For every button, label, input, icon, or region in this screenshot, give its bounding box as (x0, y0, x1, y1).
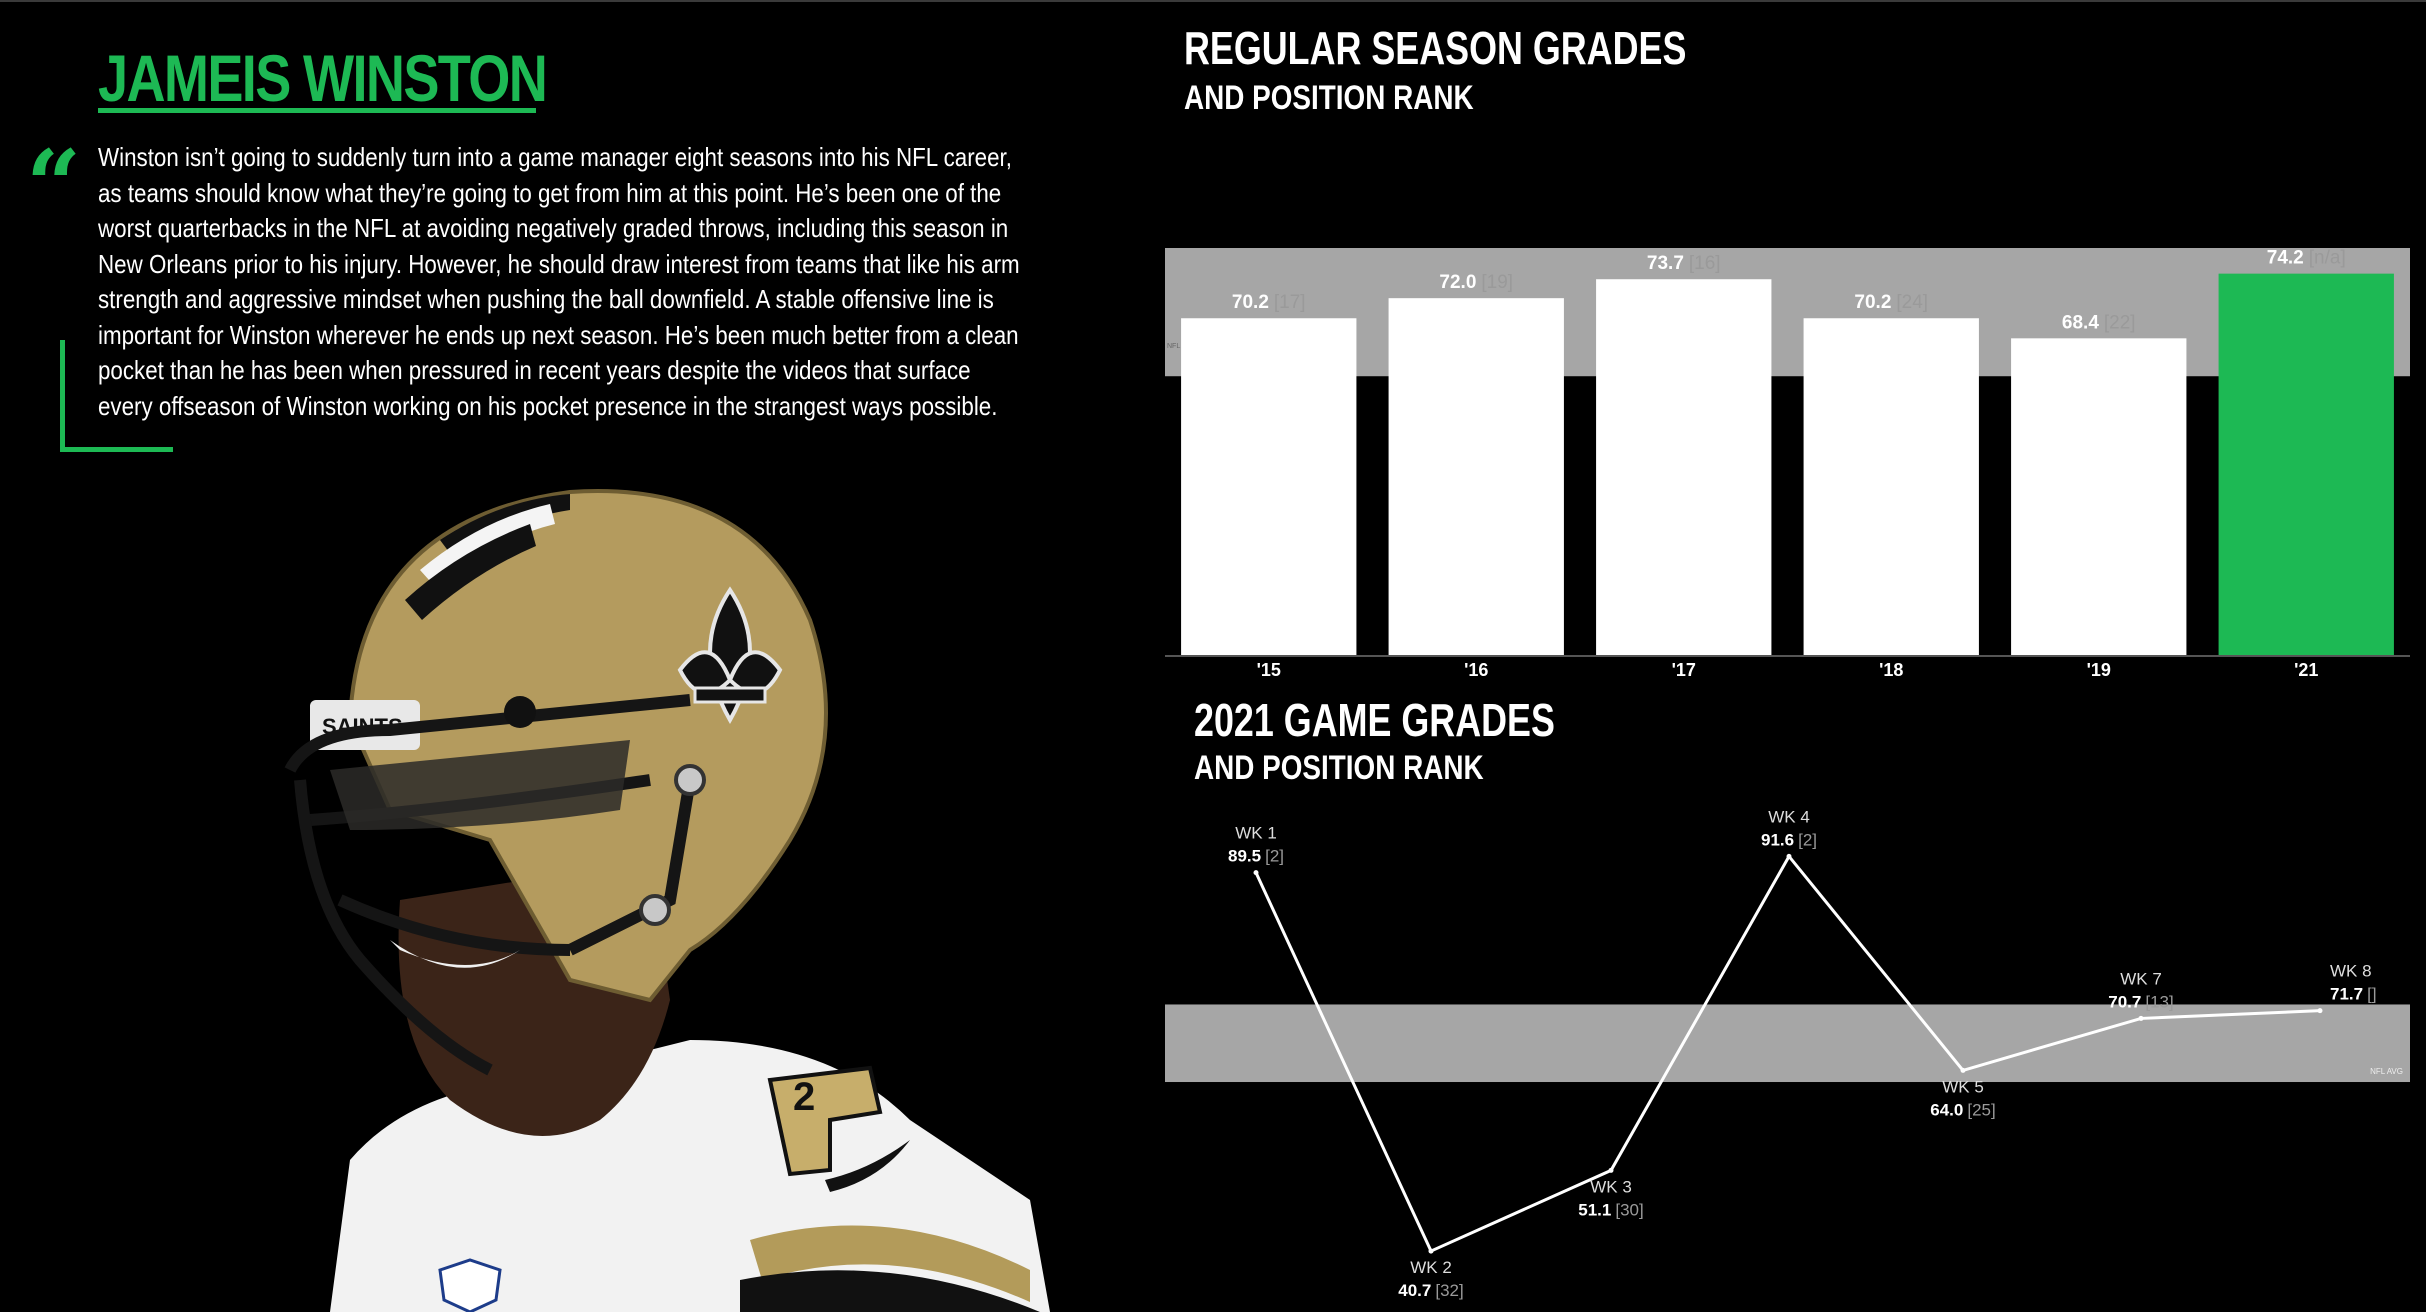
week-label: WK 4 (1768, 807, 1810, 826)
bar-rank: [16] (1689, 253, 1721, 274)
bar-chart-subtitle: AND POSITION RANK (1184, 79, 1474, 117)
point-value: 64.0 (1930, 1100, 1963, 1119)
bar-value: 70.2 (1854, 292, 1891, 313)
quote-bracket-vertical (60, 340, 65, 450)
bar-value: 68.4 (2062, 312, 2099, 333)
x-tick-label: '21 (2294, 660, 2318, 680)
bar-value: 70.2 (1232, 292, 1269, 313)
name-underline (98, 108, 536, 113)
player-name: JAMEIS WINSTON (98, 41, 548, 115)
helmet-screw-lower (639, 894, 671, 926)
point-value-label: 89.5 [2] (1228, 847, 1284, 866)
point-value: 51.1 (1578, 1200, 1611, 1219)
shoulder-number (767, 1065, 883, 1177)
bar-chart-title: REGULAR SEASON GRADES (1184, 22, 1687, 74)
point-value: 71.7 (2330, 985, 2363, 1004)
x-tick-label: '18 (1879, 660, 1903, 680)
nfl-avg-band-label: NFL AVG (2370, 1067, 2403, 1076)
top-border (0, 0, 2426, 2)
point-value: 40.7 (1398, 1281, 1431, 1300)
point-rank: [] (2367, 985, 2376, 1004)
data-point (1428, 1248, 1434, 1254)
data-point (1960, 1067, 1966, 1073)
helmet-stripe-black (405, 524, 536, 620)
bar (1596, 279, 1772, 655)
point-rank: [13] (2145, 992, 2173, 1011)
point-value: 70.7 (2108, 992, 2141, 1011)
data-point (2317, 1008, 2323, 1014)
point-rank: [30] (1615, 1200, 1643, 1219)
quote-mark-icon: “ (26, 129, 82, 242)
bar-value: 73.7 (1647, 253, 1684, 274)
nfl-avg-band (1165, 248, 2410, 377)
point-rank: [2] (1265, 847, 1284, 866)
jersey-number: 2 (793, 1075, 815, 1119)
point-value-label: 64.0 [25] (1930, 1100, 1995, 1119)
week-label: WK 2 (1410, 1258, 1452, 1277)
week-label: WK 7 (2120, 969, 2162, 988)
quote-text: Winston isn’t going to suddenly turn int… (98, 142, 1020, 421)
week-label: WK 8 (2330, 962, 2372, 981)
bar (1803, 318, 1979, 655)
point-value: 91.6 (1761, 830, 1794, 849)
data-point (1786, 853, 1792, 859)
bar (2218, 273, 2394, 655)
bar-value: 74.2 (2267, 248, 2304, 269)
bar-value-label: 73.7 [16] (1647, 253, 1721, 274)
bar-value-label: 70.2 [17] (1232, 292, 1306, 313)
bar-value-label: 74.2 [n/a] (2267, 248, 2346, 269)
helmet-screw (674, 764, 706, 796)
regular-season-bar-chart: NFL AVG70.2[17]'1572.0[19]'1673.7[16]'17… (1165, 248, 2410, 680)
bar-value-label: 68.4 [22] (2062, 312, 2136, 333)
bar-rank: [n/a] (2309, 248, 2346, 269)
bar (1181, 318, 1357, 655)
point-value-label: 70.7 [13] (2108, 992, 2173, 1011)
line-chart-subtitle: AND POSITION RANK (1194, 749, 1484, 787)
week-label: WK 3 (1590, 1177, 1632, 1196)
point-value-label: 51.1 [30] (1578, 1200, 1643, 1219)
jersey-stripe-dark (740, 1270, 1040, 1312)
bar-rank: [22] (2104, 312, 2136, 333)
data-point (1253, 870, 1259, 876)
jersey-stripe (750, 1225, 1030, 1302)
swoosh-icon (825, 1140, 910, 1192)
x-tick-label: '17 (1672, 660, 1696, 680)
helmet-snap (504, 696, 536, 728)
point-value: 89.5 (1228, 847, 1261, 866)
nfl-avg-band (1165, 1004, 2410, 1083)
bar-value: 72.0 (1439, 272, 1476, 293)
point-value-label: 40.7 [32] (1398, 1281, 1463, 1300)
line-chart-title: 2021 GAME GRADES (1194, 694, 1555, 746)
point-rank: [2] (1798, 830, 1817, 849)
player-photo: 2 SAINTS (284, 489, 1050, 1312)
point-rank: [25] (1967, 1100, 1995, 1119)
bar-value-label: 72.0 [19] (1439, 272, 1513, 293)
fleur-de-lis-icon (677, 586, 783, 725)
data-point (1608, 1167, 1614, 1173)
bar-value-label: 70.2 [24] (1854, 292, 1928, 313)
nfl-shield-icon (438, 1258, 502, 1312)
week-label: WK 1 (1235, 824, 1277, 843)
bar-rank: [24] (1896, 292, 1928, 313)
quote-bracket-horizontal (60, 447, 173, 452)
bar-rank: [17] (1274, 292, 1306, 313)
point-rank: [32] (1435, 1281, 1463, 1300)
bar-rank: [19] (1481, 272, 1513, 293)
x-tick-label: '15 (1257, 660, 1281, 680)
visor (330, 740, 630, 830)
point-value-label: 91.6 [2] (1761, 830, 1817, 849)
data-point (2138, 1015, 2144, 1021)
x-tick-label: '16 (1464, 660, 1488, 680)
week-label: WK 5 (1942, 1077, 1984, 1096)
x-tick-label: '19 (2087, 660, 2111, 680)
point-value-label: 71.7[] (2330, 985, 2377, 1004)
bar (2011, 338, 2187, 655)
bar (1388, 298, 1564, 655)
